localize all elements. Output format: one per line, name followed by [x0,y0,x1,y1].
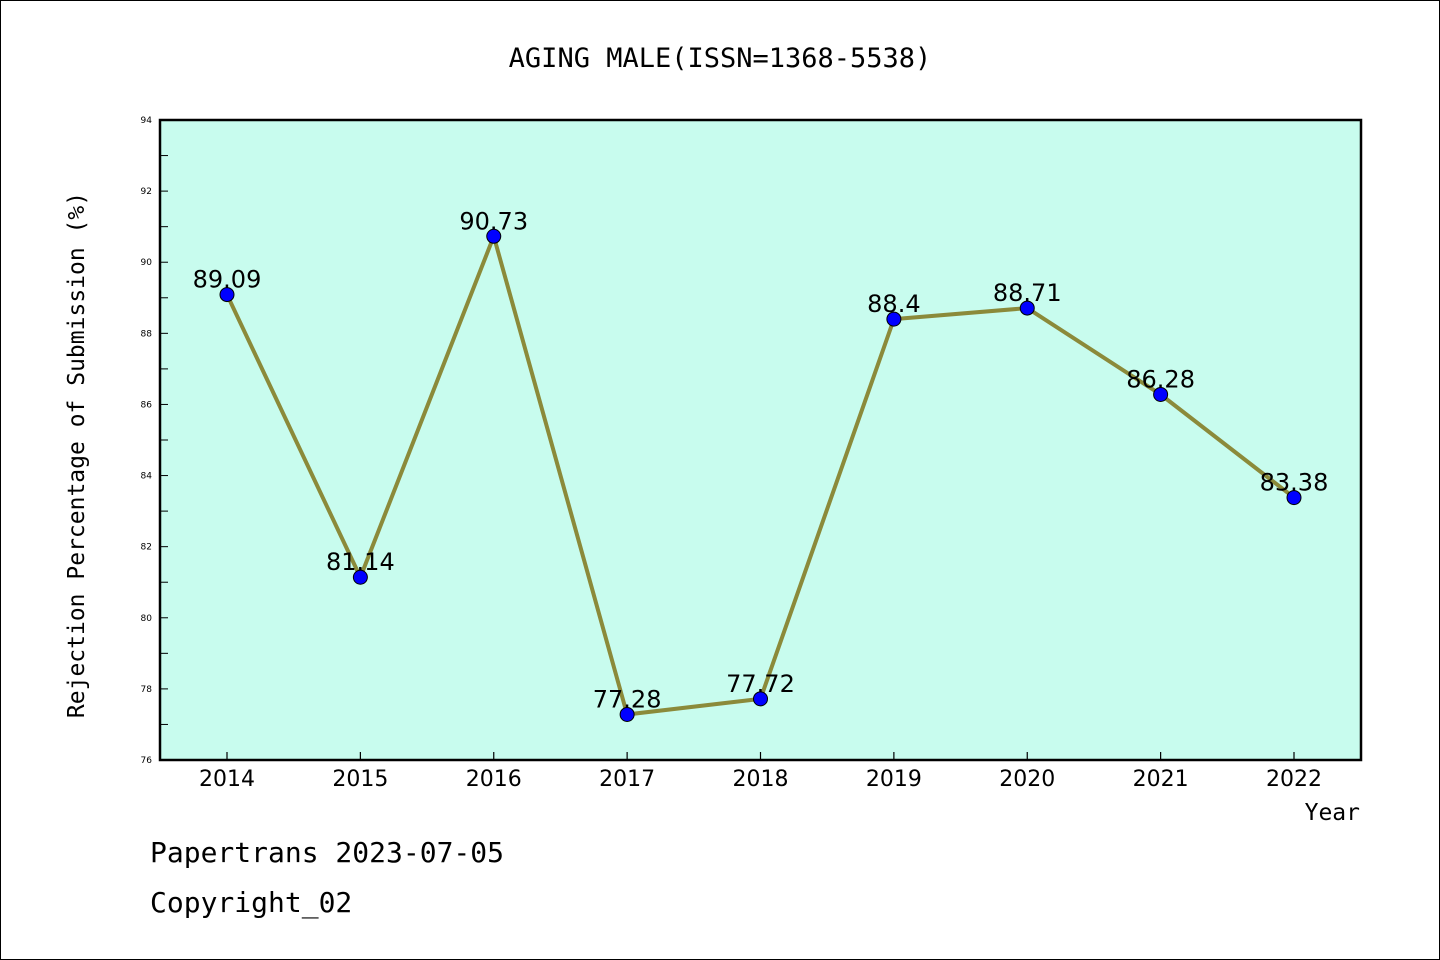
x-tick-label: 2021 [1133,767,1189,792]
x-axis: 2014 2015 2016 2017 2018 2019 2020 2021 2022 [199,752,1322,792]
data-point [219,287,235,303]
footer-date-line: Papertrans 2023-07-05 [150,836,505,869]
data-point [486,228,502,244]
y-tick-label: 92 [141,187,152,197]
data-point [352,569,368,585]
data-point [619,706,635,722]
data-label: 90.73 [459,207,528,235]
x-tick-label: 2016 [466,767,522,792]
data-label: 77.72 [726,670,795,698]
data-label: 86.28 [1126,365,1195,393]
data-label: 83.38 [1260,469,1329,497]
x-tick-label: 2015 [332,767,388,792]
data-label: 77.28 [593,685,662,713]
x-tick-label: 2018 [733,767,789,792]
x-tick-label: 2017 [599,767,655,792]
y-tick-label: 90 [141,258,153,268]
data-point [1286,490,1302,506]
data-markers [219,228,1302,722]
x-tick-label: 2020 [999,767,1055,792]
footer-copyright-line: Copyright_02 [150,886,353,919]
y-tick-label: 80 [141,614,153,624]
chart-title: AGING MALE(ISSN=1368-5538) [509,43,932,74]
data-point [1019,300,1035,316]
y-tick-label: 78 [141,685,153,695]
y-tick-label: 86 [141,400,153,410]
x-tick-label: 2014 [199,767,255,792]
data-point [1153,386,1169,402]
y-axis: 76 78 80 82 84 86 88 90 92 94 [141,116,168,766]
y-tick-label: 84 [141,472,153,482]
data-labels: 89.09 81.14 90.73 77.28 77.72 88.4 88.71 86.28 8… [193,207,1329,713]
x-tick-label: 2019 [866,767,922,792]
x-axis-label: Year [1305,800,1360,826]
data-point [753,691,768,707]
y-axis-label: Rejection Percentage of Submission (%) [64,192,90,718]
data-point [886,311,902,327]
data-label: 88.4 [867,290,920,318]
data-label: 89.09 [193,266,262,294]
data-label: 88.71 [993,279,1062,307]
x-tick-label: 2022 [1266,767,1322,792]
plot-area [158,118,1363,762]
data-label: 81.14 [326,548,395,576]
y-tick-label: 76 [141,756,153,766]
y-tick-label: 82 [141,543,152,553]
y-tick-label: 94 [141,116,153,126]
y-tick-label: 88 [141,329,153,339]
